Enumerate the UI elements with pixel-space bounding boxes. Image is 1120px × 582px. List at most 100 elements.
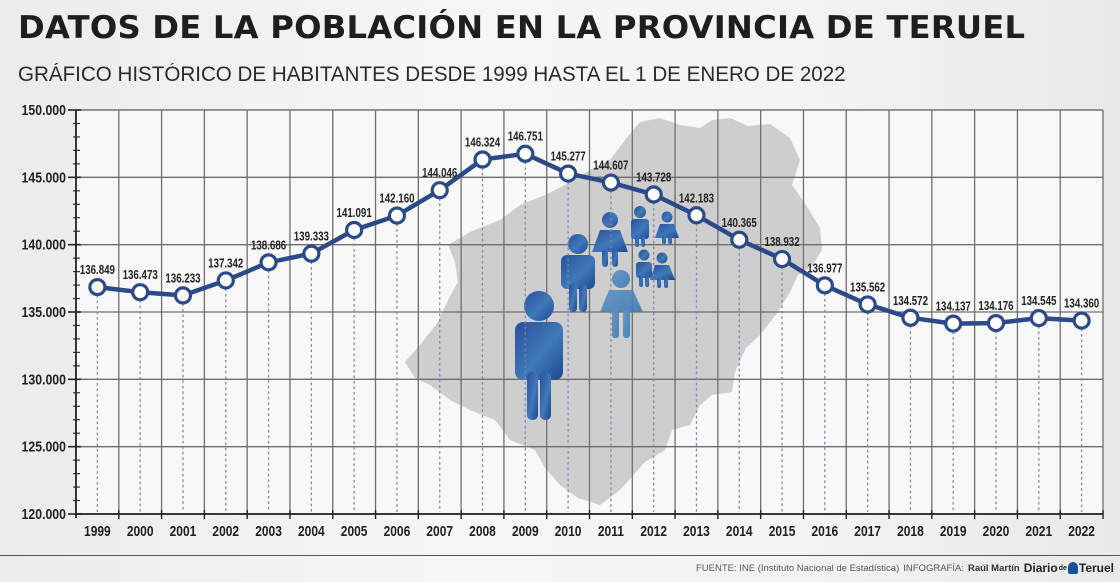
data-label: 146.751 (508, 131, 543, 144)
data-label: 136.233 (165, 272, 200, 285)
data-label: 137.342 (208, 257, 243, 270)
data-label: 136.977 (807, 262, 842, 275)
data-labels: 136.849 136.473 136.233 137.342 138.686 139.3… (80, 131, 1099, 314)
data-label: 134.545 (1021, 295, 1056, 308)
y-tick-label: 150.000 (22, 102, 67, 118)
x-tick-label: 2021 (1025, 523, 1052, 540)
data-point-marker (430, 181, 449, 200)
x-tick-label: 2007 (426, 523, 453, 540)
data-point-marker (687, 206, 706, 225)
data-point-marker (302, 244, 321, 263)
data-label: 138.686 (251, 239, 286, 252)
data-point-marker (559, 164, 578, 183)
data-point-marker (601, 173, 620, 192)
data-label: 139.333 (294, 231, 329, 244)
data-label: 140.365 (722, 217, 757, 230)
x-tick-label: 2015 (769, 523, 796, 540)
x-tick-label: 2017 (854, 523, 881, 540)
data-label: 136.849 (80, 264, 115, 277)
data-point-marker (259, 253, 278, 272)
data-label: 134.176 (978, 300, 1013, 313)
data-label: 135.562 (850, 281, 885, 294)
x-tick-label: 2004 (298, 523, 325, 540)
data-label: 142.160 (379, 193, 414, 206)
data-label: 144.046 (422, 167, 457, 180)
chart-subtitle: GRÁFICO HISTÓRICO DE HABITANTES DESDE 19… (18, 63, 846, 86)
data-label: 143.728 (636, 171, 671, 184)
x-tick-label: 2013 (683, 523, 710, 540)
credits: FUENTE: INE (Instituto Nacional de Estad… (696, 561, 1114, 575)
data-label: 145.277 (551, 151, 586, 164)
data-point-marker (173, 286, 193, 305)
data-label: 142.183 (679, 192, 714, 205)
y-tick-label: 145.000 (22, 169, 67, 185)
data-point-marker (1072, 311, 1091, 330)
data-point-marker (216, 271, 235, 290)
data-point-marker (858, 295, 877, 314)
y-tick-label: 120.000 (22, 506, 67, 522)
x-tick-label: 2003 (255, 523, 282, 540)
data-point-marker (345, 220, 364, 240)
man-figure-large-icon (515, 291, 563, 420)
y-tick-label: 140.000 (22, 237, 67, 253)
man-figure-medium-icon (561, 234, 595, 312)
data-point-marker (730, 230, 749, 249)
x-tick-label: 2000 (127, 523, 154, 540)
x-tick-labels: 1999 2000 2001 2002 2003 2004 2005 2006 2007 2008… (84, 523, 1095, 540)
girl-figure-small-icon (655, 211, 679, 244)
girl-figure-small-2-icon (650, 252, 675, 288)
x-tick-label: 2012 (640, 523, 667, 540)
man-figure-small-icon (631, 206, 649, 247)
x-tick-label: 2016 (812, 523, 839, 540)
data-label: 134.572 (893, 295, 928, 308)
axes (68, 109, 1104, 519)
data-point-marker (815, 276, 834, 295)
x-tick-label: 2005 (341, 523, 368, 540)
x-tick-label: 2020 (983, 523, 1010, 540)
data-point-marker (131, 283, 150, 302)
author-name: Raúl Martín (967, 562, 1020, 574)
infographic-label: INFOGRAFÍA: (903, 562, 964, 574)
x-tick-label: 2019 (940, 523, 967, 540)
boy-figure-small-icon (636, 249, 652, 287)
x-tick-label: 1999 (84, 523, 111, 540)
grid (76, 109, 1104, 515)
x-tick-label: 2014 (726, 523, 753, 540)
data-label: 144.607 (593, 160, 628, 173)
y-tick-label: 130.000 (22, 371, 67, 387)
chart-title: DATOS DE LA POBLACIÓN EN LA PROVINCIA DE… (18, 10, 1026, 46)
data-label: 146.324 (465, 136, 501, 149)
data-label: 136.473 (123, 269, 158, 282)
data-point-marker (1029, 309, 1048, 328)
source-text: FUENTE: INE (Instituto Nacional de Estad… (695, 562, 900, 574)
data-point-marker (901, 308, 920, 327)
data-point-marker (387, 206, 407, 225)
x-tick-label: 2001 (170, 523, 197, 540)
logo-text-de: de (1058, 564, 1067, 572)
people-illustration (515, 206, 679, 420)
diario-de-teruel-logo: Diario de Teruel (1024, 561, 1114, 575)
teruel-logo-icon (1067, 562, 1078, 574)
x-tick-label: 2011 (598, 523, 624, 540)
x-tick-label: 2010 (555, 523, 582, 540)
drop-lines (96, 161, 1083, 512)
data-point-marker (516, 144, 535, 163)
x-tick-label: 2022 (1068, 523, 1095, 540)
data-point-marker (986, 313, 1006, 333)
x-tick-label: 2009 (512, 523, 539, 540)
x-tick-label: 2018 (897, 523, 924, 540)
data-label: 141.091 (337, 207, 372, 220)
markers (88, 144, 1091, 333)
x-tick-label: 2008 (469, 523, 496, 540)
data-label: 134.137 (936, 301, 971, 314)
data-point-marker (772, 249, 792, 269)
data-point-marker (944, 314, 963, 333)
y-tick-labels: 120.000 125.000 130.000 135.000 140.000 145.0… (22, 102, 67, 522)
data-point-marker (473, 150, 492, 169)
logo-text-teruel: Teruel (1078, 561, 1114, 575)
y-tick-label: 135.000 (22, 304, 67, 320)
y-tick-label: 125.000 (22, 439, 67, 455)
data-label: 134.360 (1064, 298, 1099, 311)
data-label: 138.932 (764, 236, 799, 249)
